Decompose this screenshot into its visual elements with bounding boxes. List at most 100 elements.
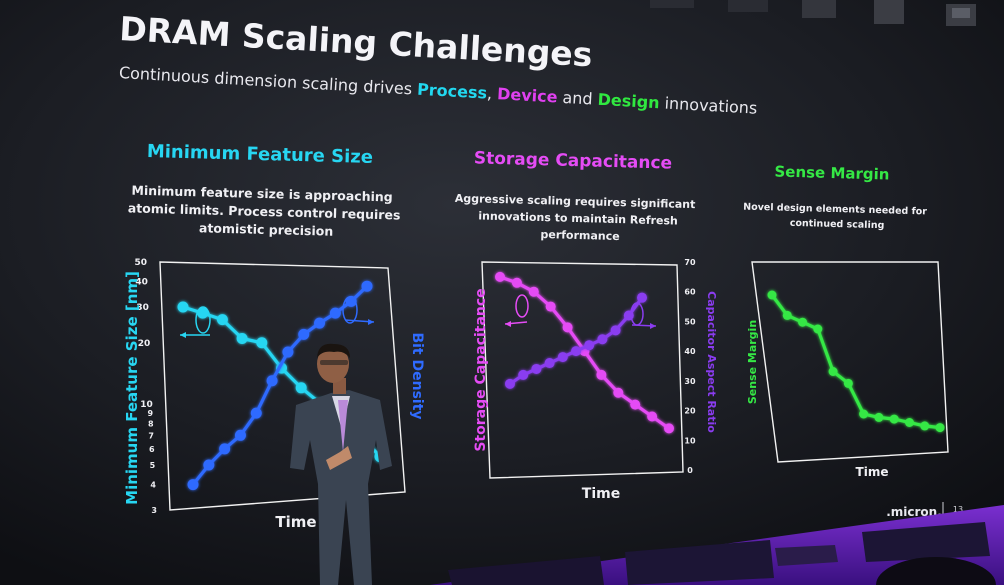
- stage-area: [430, 505, 1004, 585]
- sense-desc-2: continued scaling: [790, 218, 885, 231]
- feature-axis-markers: [180, 296, 375, 338]
- capacitance-aspect-point: [557, 352, 568, 363]
- sense-desc-1: Novel design elements needed for: [743, 202, 927, 218]
- sense-xlabel: Time: [856, 465, 889, 479]
- capacitance-y2label: Capacitor Aspect Ratio: [705, 291, 718, 433]
- presenter-glasses: [320, 360, 348, 365]
- feature-plot-frame: [159, 261, 406, 511]
- subtitle-part: Process: [417, 80, 488, 103]
- stage-monitor-1: [448, 556, 604, 585]
- feature-tick-label: 4: [150, 481, 156, 490]
- feature-xlabel: Time: [275, 513, 316, 531]
- feature-bit-density-point: [282, 346, 294, 358]
- capacitance-aspect-point: [584, 340, 595, 351]
- feature-tick-label: 50: [135, 258, 148, 268]
- panel-storage-capacitance: Storage Capacitance Aggressive scaling r…: [455, 148, 718, 502]
- capacitance-tick-label: 70: [684, 258, 696, 267]
- sense-heading: Sense Margin: [774, 162, 889, 183]
- feature-tick-label: 7: [148, 431, 154, 440]
- feature-bit-density-point: [314, 317, 326, 329]
- feature-ylabel: Minimum Feature Size [nm]: [123, 271, 141, 505]
- sense-margin-point: [767, 290, 777, 300]
- feature-bit-density-point: [361, 280, 373, 292]
- capacitance-storage-point: [613, 387, 624, 398]
- ceiling-lights: [650, 0, 976, 26]
- feature-bit-density-point: [219, 443, 231, 455]
- sense-margin-point: [843, 378, 853, 388]
- feature-bit-density-point: [203, 459, 215, 471]
- feature-desc-2: atomic limits. Process control requires: [128, 200, 401, 222]
- subtitle-part: Design: [597, 90, 660, 112]
- sense-margin-point: [782, 310, 792, 320]
- capacitance-series-storage: [495, 271, 674, 434]
- subtitle-part: ,: [487, 84, 498, 104]
- micron-logo: .micron.: [886, 505, 942, 519]
- sense-margin-point: [828, 367, 838, 376]
- sense-margin-point: [904, 418, 914, 427]
- capacitance-aspect-point: [518, 369, 529, 380]
- capacitance-storage-point: [545, 301, 556, 312]
- sense-margin-point: [859, 409, 869, 419]
- presenter-suit: [290, 390, 392, 585]
- capacitance-series-aspect-ratio: [505, 292, 647, 389]
- feature-tick-label: 6: [149, 445, 155, 454]
- feature-series-bit-density: [187, 280, 373, 491]
- presenter: [290, 343, 392, 585]
- capacitance-aspect-point: [597, 334, 608, 345]
- capacitance-aspect-point: [544, 358, 555, 369]
- feature-bit-density-point: [345, 295, 357, 307]
- presenter-lanyard: [338, 400, 348, 452]
- page-number: 13: [953, 505, 963, 514]
- capacitance-ylabel: Storage Capacitance: [473, 288, 489, 451]
- capacitance-plot-frame: [481, 261, 684, 479]
- stage-monitor-4: [862, 522, 990, 562]
- feature-y-ticks: 50 40 30 20 109 8 7 6 5 4 3: [135, 258, 157, 515]
- subtitle-part: Device: [497, 84, 558, 106]
- capacitance-xlabel: Time: [582, 486, 620, 502]
- capacitance-tick-label: 30: [684, 377, 696, 386]
- capacitance-tick-label: 0: [687, 466, 693, 475]
- capacitance-storage-point: [528, 286, 539, 297]
- capacitance-tick-label: 20: [684, 407, 696, 416]
- capacitance-aspect-point: [637, 292, 647, 303]
- capacitance-storage-point: [562, 322, 573, 333]
- capacitance-desc-1: Aggressive scaling requires significant: [455, 192, 696, 211]
- feature-bit-density-point: [250, 407, 262, 419]
- sense-ylabel: Sense Margin: [746, 320, 759, 404]
- capacitance-tick-label: 60: [684, 288, 696, 297]
- capacitance-aspect-point: [531, 363, 542, 374]
- feature-tick-label: 20: [138, 339, 151, 349]
- sense-margin-point: [920, 421, 930, 431]
- feature-tick-label: 10: [140, 400, 153, 410]
- capacitance-aspect-point: [610, 325, 621, 336]
- presenter-hands: [326, 446, 352, 470]
- feature-min-size-point: [197, 307, 209, 319]
- feature-tick-label: 3: [151, 506, 157, 515]
- panel-feature-size: Minimum Feature Size Minimum feature siz…: [123, 141, 425, 531]
- feature-min-size-point: [256, 337, 268, 349]
- sense-margin-point: [874, 412, 884, 422]
- feature-bit-density-point: [298, 328, 310, 340]
- capacitance-tick-label: 50: [684, 317, 696, 326]
- capacitance-aspect-point: [505, 378, 515, 389]
- feature-bit-density-point: [329, 307, 341, 319]
- feature-min-size-point: [177, 301, 189, 313]
- capacitance-aspect-point: [623, 310, 634, 321]
- panel-sense-margin: Sense Margin Novel design elements neede…: [743, 162, 949, 479]
- stage-monitor-2: [625, 540, 774, 585]
- feature-tick-label: 30: [136, 303, 149, 313]
- feature-min-size-point: [216, 314, 228, 326]
- capacitance-storage-point: [596, 369, 607, 380]
- feature-bit-density-point: [266, 375, 278, 387]
- feature-min-size-point: [236, 332, 248, 344]
- sense-series-margin: [767, 290, 945, 433]
- audience-head: [876, 557, 996, 585]
- capacitance-storage-point: [630, 399, 641, 410]
- feature-tick-label: 9: [148, 409, 154, 418]
- feature-tick-label: 8: [148, 420, 154, 429]
- sense-margin-point: [798, 317, 808, 327]
- capacitance-desc-2: innovations to maintain Refresh: [478, 209, 678, 227]
- feature-min-size-point: [295, 382, 307, 394]
